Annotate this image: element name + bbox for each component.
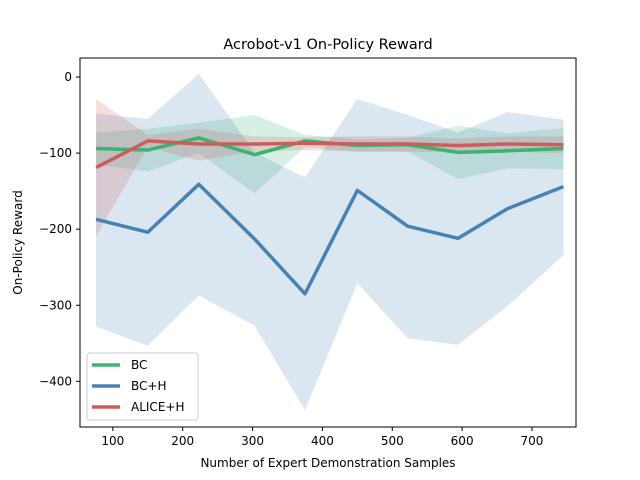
x-tick-label: 200 — [171, 434, 194, 448]
x-tick-label: 500 — [381, 434, 404, 448]
x-tick-label: 300 — [241, 434, 264, 448]
band-bc — [96, 115, 564, 194]
legend-box — [86, 352, 199, 421]
x-axis-label: Number of Expert Demonstration Samples — [200, 456, 455, 470]
y-tick-label: −400 — [39, 374, 72, 388]
legend: BC BC+H ALICE+H — [86, 352, 199, 421]
x-axis-ticks: 100 200 300 400 500 600 700 — [101, 427, 543, 448]
band-alice-h — [96, 99, 564, 237]
y-tick-label: −200 — [39, 222, 72, 236]
legend-label: BC+H — [131, 379, 166, 393]
x-tick-label: 400 — [311, 434, 334, 448]
x-tick-label: 600 — [451, 434, 474, 448]
x-tick-label: 700 — [521, 434, 544, 448]
legend-label: ALICE+H — [131, 400, 184, 414]
y-tick-label: −100 — [39, 146, 72, 160]
y-axis-label: On-Policy Reward — [11, 190, 25, 294]
chart-title: Acrobot-v1 On-Policy Reward — [223, 37, 432, 53]
line-bc-h — [95, 182, 565, 296]
y-tick-label: 0 — [64, 70, 72, 84]
plot-frame — [79, 57, 577, 428]
series-lines — [95, 136, 565, 296]
x-tick-label: 100 — [101, 434, 124, 448]
y-axis-ticks: 0 −100 −200 −300 −400 — [39, 70, 80, 388]
line-alice-h — [95, 139, 564, 170]
y-tick-label: −300 — [39, 298, 72, 312]
legend-label: BC — [131, 358, 147, 372]
